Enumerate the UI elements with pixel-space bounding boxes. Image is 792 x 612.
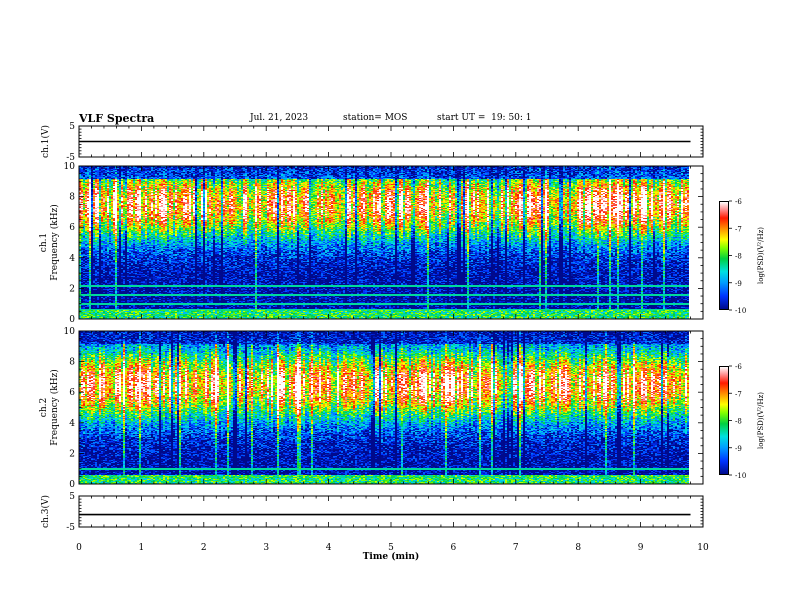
y-axis-label: ch.3(V) <box>40 495 51 528</box>
y-tick-label: 0 <box>69 315 75 325</box>
y-tick-label: 6 <box>69 223 75 233</box>
colorbar-tick-label: -9 <box>735 280 742 288</box>
y-tick-label: -5 <box>66 523 75 533</box>
x-tick-label: 10 <box>697 543 709 553</box>
station-label: station= MOS <box>343 113 408 123</box>
colorbar-tick-label: -8 <box>735 418 742 426</box>
y-tick-label: 8 <box>69 358 75 368</box>
x-tick-label: 9 <box>638 543 644 553</box>
colorbar-tick-label: -10 <box>735 307 746 315</box>
x-tick-label: 8 <box>575 543 581 553</box>
y-axis-label-channel: ch.1 <box>39 233 49 252</box>
y-tick-label: 5 <box>69 122 75 132</box>
x-tick-label: 6 <box>451 543 457 553</box>
x-tick-label: 4 <box>326 543 332 553</box>
y-tick-label: 8 <box>69 193 75 203</box>
colorbar-label: log(PSD)(V²/Hz) <box>757 392 765 449</box>
x-tick-label: 7 <box>513 543 519 553</box>
start-time-label: start UT = 19: 50: 1 <box>437 113 532 123</box>
colorbar-tick-label: -7 <box>735 225 742 233</box>
colorbar-tick-label: -10 <box>735 472 746 480</box>
y-tick-label: 4 <box>69 419 75 429</box>
y-tick-label: 10 <box>64 162 76 172</box>
x-tick-label: 0 <box>76 543 82 553</box>
date-label: Jul. 21, 2023 <box>250 113 309 123</box>
colorbar-tick-label: -6 <box>735 363 742 371</box>
colorbar-tick-label: -9 <box>735 445 742 453</box>
ch1-colorbar <box>719 201 729 310</box>
y-tick-label: 4 <box>69 254 75 264</box>
chart-title: VLF Spectra <box>79 112 155 125</box>
x-tick-label: 3 <box>263 543 269 553</box>
x-tick-label: 5 <box>388 543 394 553</box>
y-tick-label: 6 <box>69 388 75 398</box>
x-tick-label: 1 <box>139 543 145 553</box>
colorbar-tick-label: -8 <box>735 253 742 261</box>
ch2-colorbar <box>719 366 729 475</box>
ch1-spectrogram <box>79 166 703 319</box>
y-tick-label: 2 <box>69 449 75 459</box>
y-tick-label: 2 <box>69 284 75 294</box>
y-axis-label-channel: ch.2 <box>39 398 49 417</box>
y-tick-label: 5 <box>69 492 75 502</box>
y-tick-label: -5 <box>66 153 75 163</box>
ch2-spectrogram <box>79 331 703 484</box>
panel-frame <box>78 165 704 320</box>
y-axis-label: ch.1(V) <box>40 125 51 158</box>
y-tick-label: 10 <box>64 327 76 337</box>
x-tick-label: 2 <box>201 543 207 553</box>
colorbar-tick-label: -7 <box>735 390 742 398</box>
y-axis-label-frequency: Frequency (kHz) <box>49 369 60 446</box>
y-axis-label-frequency: Frequency (kHz) <box>49 204 60 281</box>
panel-frame <box>78 330 704 485</box>
y-tick-label: 0 <box>69 480 75 490</box>
x-axis-label: Time (min) <box>363 551 420 562</box>
colorbar-label: log(PSD)(V²/Hz) <box>757 227 765 284</box>
colorbar-tick-label: -6 <box>735 198 742 206</box>
